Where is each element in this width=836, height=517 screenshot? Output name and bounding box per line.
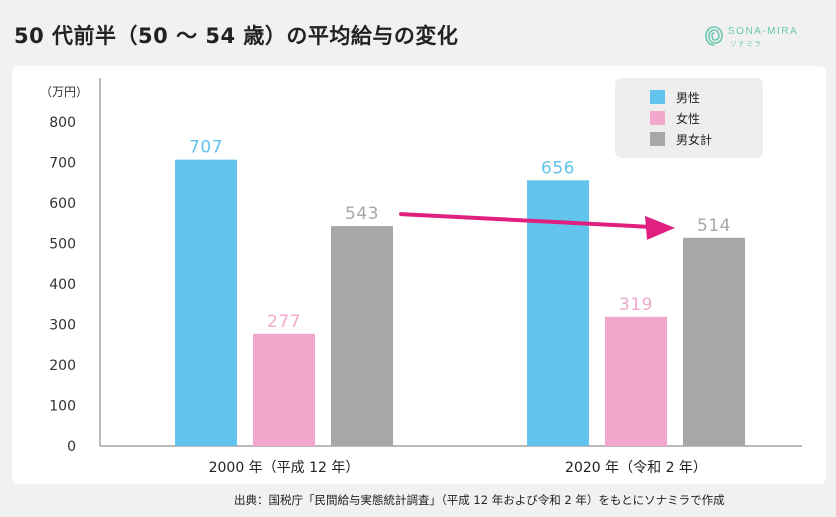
trend-arrow-line <box>399 212 651 229</box>
bar <box>683 237 745 446</box>
x-tick-label: 2000 年（平成 12 年） <box>209 460 360 476</box>
y-tick-label: 100 <box>49 399 76 415</box>
data-label: 514 <box>697 216 731 236</box>
legend-swatch <box>650 90 665 104</box>
source-note: 出典：国税庁「民間給与実態統計調査」（平成 12 年および令和 2 年）をもとに… <box>234 493 725 507</box>
y-tick-label: 200 <box>49 358 76 374</box>
data-label: 277 <box>267 312 301 332</box>
logo-subtext: ソナミラ <box>730 40 762 48</box>
y-tick-label: 500 <box>49 237 76 253</box>
y-tick-label: 400 <box>49 277 76 293</box>
data-label: 319 <box>619 295 653 315</box>
legend-swatch <box>650 111 665 125</box>
y-tick-label: 800 <box>49 115 76 131</box>
data-label: 656 <box>541 158 575 178</box>
bar <box>253 333 315 446</box>
y-tick-label: 700 <box>49 156 76 172</box>
brand-logo: SONA-MIRA ソナミラ <box>704 24 824 54</box>
data-label: 707 <box>189 138 223 158</box>
bar-chart: （万円） 0 100 200 300 400 500 600 700 800 707 277 543 20… <box>40 78 802 476</box>
trend-arrow-head <box>645 215 675 240</box>
chart-panel: （万円） 0 100 200 300 400 500 600 700 800 707 277 543 20… <box>12 66 826 484</box>
logo-text: SONA-MIRA <box>728 26 799 37</box>
legend-label: 女性 <box>676 111 700 126</box>
legend-label: 男性 <box>676 91 700 105</box>
bar <box>605 316 667 446</box>
legend-label: 男女計 <box>676 132 712 147</box>
y-tick-label: 0 <box>67 439 76 455</box>
y-tick-label: 600 <box>49 196 76 212</box>
legend-swatch <box>650 132 665 146</box>
bar <box>175 159 237 446</box>
y-tick-label: 300 <box>49 318 76 334</box>
bar <box>331 226 393 446</box>
spiral-logo-icon <box>705 26 723 46</box>
data-label: 543 <box>345 204 379 224</box>
x-tick-label: 2020 年（令和 2 年） <box>565 460 707 476</box>
y-axis-title: （万円） <box>40 85 88 99</box>
page-title: 50 代前半（50 ～ 54 歳）の平均給与の変化 <box>14 24 459 48</box>
